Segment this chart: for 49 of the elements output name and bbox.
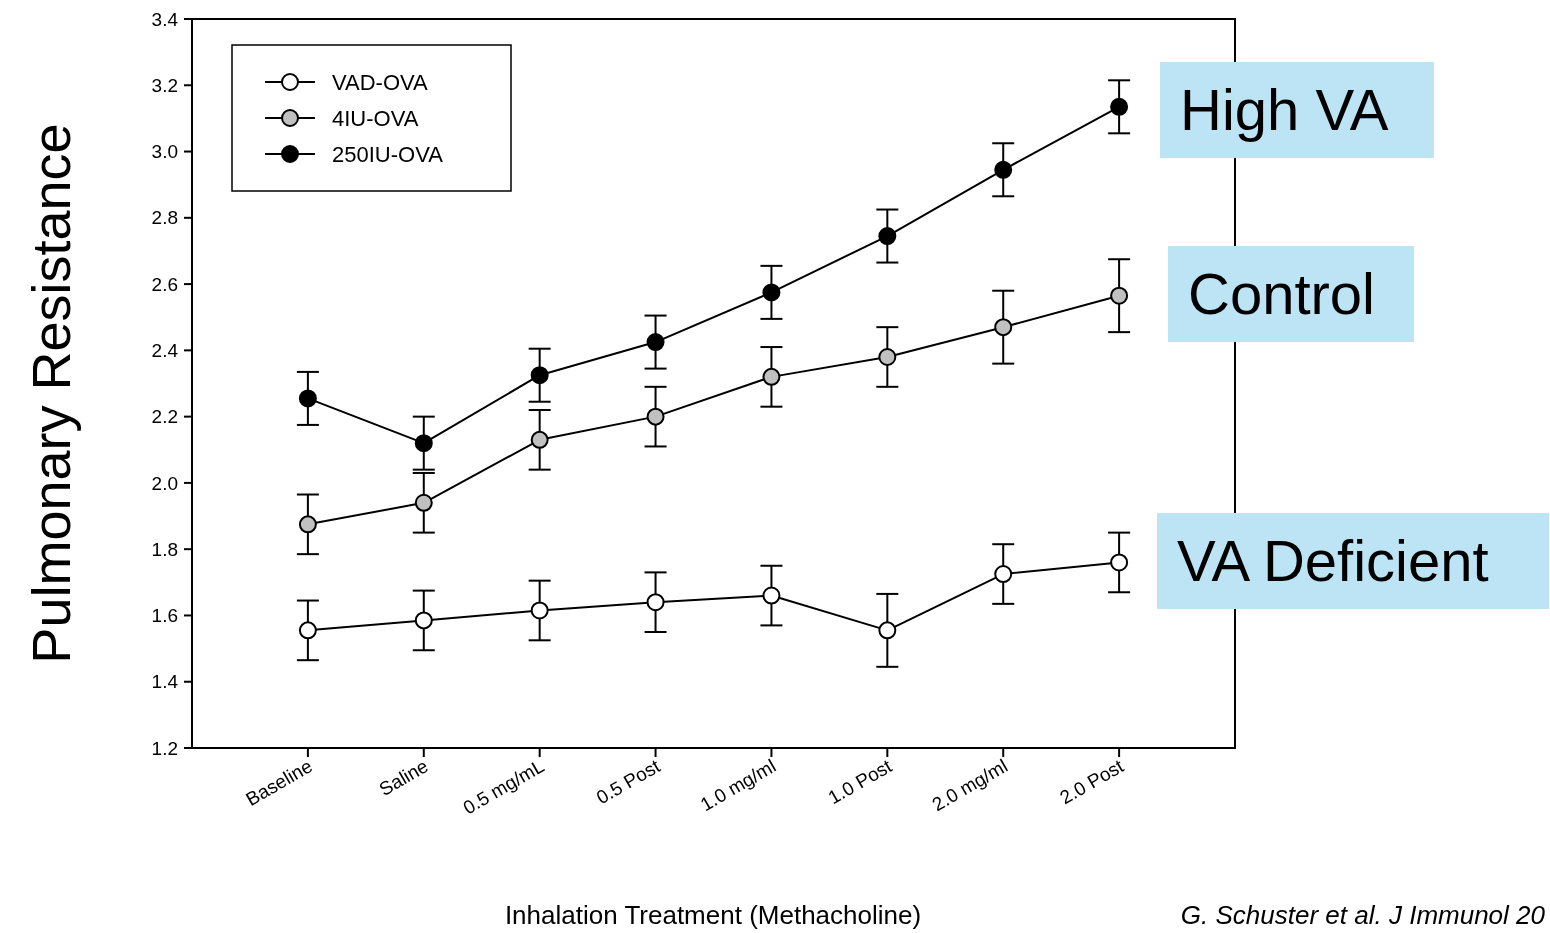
y-tick-label: 1.4 <box>151 671 179 693</box>
y-tick-label: 2.8 <box>151 207 178 229</box>
y-tick-label: 2.0 <box>151 472 178 494</box>
point <box>414 611 433 630</box>
point <box>646 593 665 612</box>
legend-label: 4IU-OVA <box>332 105 419 131</box>
y-tick-label: 1.6 <box>151 605 178 627</box>
point <box>1110 97 1129 116</box>
point <box>298 389 317 408</box>
annotation: VA Deficient <box>1177 528 1489 594</box>
x-axis-title: Inhalation Treatment (Methacholine) <box>504 900 922 930</box>
point <box>414 434 433 453</box>
text: G. Schuster et al. J Immunol 20 <box>1180 900 1546 930</box>
y-tick-label: 3.2 <box>151 74 178 96</box>
y-tick-label: 2.2 <box>151 406 178 428</box>
point <box>414 493 433 512</box>
point <box>994 565 1013 584</box>
point <box>762 586 781 605</box>
point <box>530 601 549 620</box>
x-tick-label: 2.0 Post <box>1056 754 1128 809</box>
point <box>646 333 665 352</box>
point <box>994 318 1013 337</box>
y-tick-label: 1.8 <box>151 538 178 560</box>
y-tick-label: 2.6 <box>151 273 178 295</box>
legend-label: 250IU-OVA <box>332 141 444 167</box>
point <box>994 160 1013 179</box>
x-tick-label: 1.0 Post <box>824 754 896 809</box>
annotation: High VA <box>1180 77 1389 143</box>
point <box>530 366 549 385</box>
y-tick-label: 3.0 <box>151 141 178 163</box>
point <box>762 367 781 386</box>
y-tick-label: 1.2 <box>151 737 178 759</box>
annotation: Control <box>1188 261 1375 327</box>
y-tick-label: 3.4 <box>151 8 179 30</box>
point <box>878 227 897 246</box>
point <box>298 515 317 534</box>
point <box>878 347 897 366</box>
x-tick-label: Saline <box>375 755 432 800</box>
y-axis-title: Pulmonary Resistance <box>21 123 81 664</box>
point <box>1110 286 1129 305</box>
point <box>1110 553 1129 572</box>
point <box>878 621 897 640</box>
point <box>646 407 665 426</box>
y-tick-label: 2.4 <box>151 340 179 362</box>
legend-label: VAD-OVA <box>332 69 429 95</box>
point <box>762 283 781 302</box>
x-tick-label: 0.5 Post <box>592 754 665 809</box>
point <box>530 430 549 449</box>
point <box>298 621 317 640</box>
